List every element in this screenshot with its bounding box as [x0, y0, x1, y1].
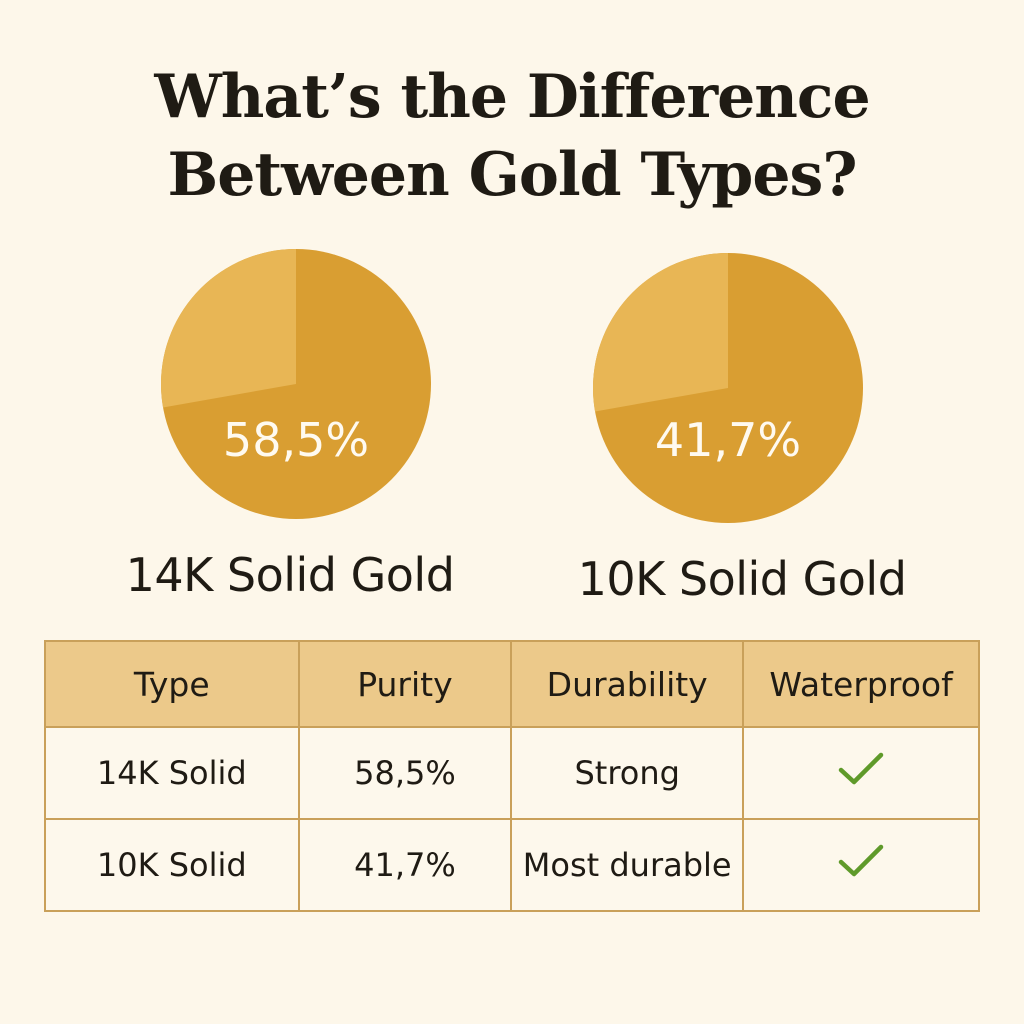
pie-chart-10k: 41,7%	[593, 253, 863, 523]
cell-type: 10K Solid	[44, 818, 300, 912]
cell-durability: Strong	[510, 726, 745, 820]
check-icon	[838, 844, 884, 877]
pie-value-label: 58,5%	[223, 413, 369, 467]
cell-type: 14K Solid	[44, 726, 300, 820]
title-line-1: What’s the Difference	[154, 62, 870, 132]
cell-waterproof	[742, 726, 980, 820]
cell-durability: Most durable	[510, 818, 745, 912]
header-durability: Durability	[510, 640, 745, 728]
pie-label-10k: 10K Solid Gold	[577, 552, 907, 606]
pie-chart-14k: 58,5%	[161, 249, 431, 519]
comparison-table: Type Purity Durability Waterproof 14K So…	[44, 640, 980, 912]
pie-value-label: 41,7%	[655, 413, 801, 467]
table-row: 10K Solid 41,7% Most durable	[44, 818, 980, 912]
pie-slice-other	[161, 249, 296, 408]
table-header-row: Type Purity Durability Waterproof	[44, 640, 980, 728]
header-type: Type	[44, 640, 300, 728]
title-line-2: Between Gold Types?	[167, 140, 858, 210]
pie-slice-other	[593, 253, 728, 412]
cell-waterproof	[742, 818, 980, 912]
cell-purity: 41,7%	[297, 818, 513, 912]
header-purity: Purity	[297, 640, 513, 728]
table-row: 14K Solid 58,5% Strong	[44, 726, 980, 820]
pie-label-14k: 14K Solid Gold	[125, 548, 455, 602]
page-title: What’s the Difference Between Gold Types…	[0, 58, 1024, 214]
header-waterproof: Waterproof	[742, 640, 980, 728]
cell-purity: 58,5%	[297, 726, 513, 820]
check-icon	[838, 752, 884, 785]
